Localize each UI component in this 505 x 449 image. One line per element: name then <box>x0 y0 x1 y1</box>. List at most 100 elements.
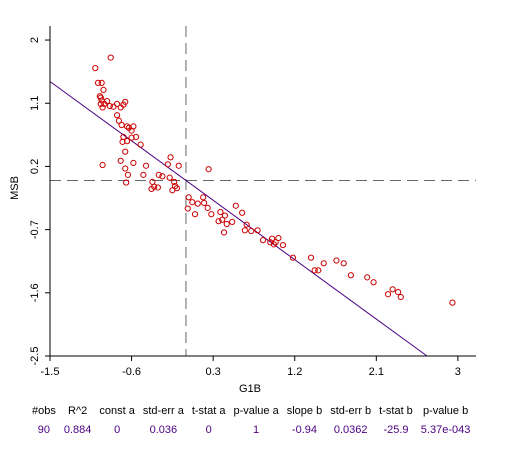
data-point <box>289 254 297 261</box>
data-point <box>97 94 104 101</box>
data-point <box>155 171 162 178</box>
data-point <box>384 291 392 298</box>
scatter-plot: -1.5 -0.6 0.3 1.2 2.1 3 -2.5 -1.6 -0.7 0.2 1.1 2 G1… <box>9 26 476 395</box>
data-point <box>397 293 404 301</box>
stats-value-cell: 0.884 <box>63 424 92 436</box>
data-point <box>239 209 246 216</box>
data-point <box>221 212 229 219</box>
data-point <box>200 199 208 207</box>
x-tick-label: 0.3 <box>206 366 221 378</box>
data-points <box>92 54 456 306</box>
data-point <box>279 241 287 249</box>
data-point <box>97 100 104 108</box>
stats-header-cell: t-stat b <box>379 405 413 417</box>
data-point <box>219 216 226 223</box>
stats-value-cell: 1 <box>253 424 260 436</box>
regression-line <box>49 81 428 357</box>
data-point <box>223 220 230 228</box>
x-axis-title: G1B <box>239 383 261 395</box>
data-point <box>169 187 176 194</box>
stats-header-cell: t-stat a <box>191 405 226 417</box>
data-point <box>220 229 228 236</box>
stats-value-cell: -25.9 <box>383 424 409 436</box>
data-point <box>268 235 276 242</box>
stats-value-cell: 0.036 <box>149 424 178 436</box>
data-point <box>104 98 111 105</box>
data-point <box>133 133 140 141</box>
data-point <box>137 141 144 148</box>
stats-header-cell: const a <box>99 405 135 417</box>
data-point <box>110 103 117 110</box>
y-tick-label: 2 <box>29 37 41 43</box>
data-point <box>320 260 327 267</box>
data-point <box>154 184 161 191</box>
stats-value-cell: 5.37e-043 <box>420 424 471 436</box>
data-point <box>106 102 113 110</box>
data-point <box>272 239 279 246</box>
data-point <box>241 227 248 234</box>
data-point <box>175 162 182 169</box>
y-tick-label: -1.6 <box>29 283 41 302</box>
stats-value-cell: 0 <box>205 424 212 436</box>
data-point <box>167 154 174 161</box>
x-tick-label: -0.6 <box>122 366 141 378</box>
stats-header-cell: #obs <box>32 405 56 417</box>
data-point <box>123 123 131 130</box>
stats-header-cell: slope b <box>286 405 323 417</box>
x-tick-label: 3 <box>455 366 461 378</box>
data-point <box>215 218 222 225</box>
data-point <box>122 98 129 105</box>
y-tick-label: -2.5 <box>29 347 41 366</box>
stats-header-cell: p-value b <box>422 405 469 417</box>
data-point <box>275 234 282 242</box>
data-point <box>208 211 215 218</box>
data-point <box>122 165 129 172</box>
data-point <box>204 204 211 211</box>
data-point <box>311 267 318 274</box>
stats-value-row: 90 0.884 0 0.036 0 1 -0.94 0.0362 -25.9 5.37e-043 <box>28 418 474 437</box>
data-point <box>124 171 132 178</box>
data-point <box>148 185 155 192</box>
mean-guides <box>50 26 476 356</box>
data-point <box>254 227 261 234</box>
data-point <box>364 274 371 281</box>
data-point <box>191 211 199 218</box>
stats-header-cell: std-err a <box>142 405 184 417</box>
data-point <box>117 157 124 164</box>
data-point <box>140 171 147 178</box>
data-point <box>159 173 166 180</box>
data-point <box>333 257 340 264</box>
y-tick-label: 1.1 <box>29 96 41 111</box>
data-point <box>99 161 106 169</box>
data-point <box>315 267 322 274</box>
data-point <box>389 286 396 293</box>
data-point <box>340 260 347 267</box>
stats-value-cell: 0.0362 <box>333 424 368 436</box>
data-point <box>370 279 377 286</box>
stats-header-cell: R^2 <box>68 405 88 417</box>
stats-value-cell: 0 <box>114 424 121 436</box>
data-point <box>307 254 315 261</box>
data-point <box>119 138 126 145</box>
data-point <box>171 178 178 185</box>
data-point <box>94 79 102 86</box>
data-point <box>232 202 239 209</box>
data-point <box>99 104 106 111</box>
data-point <box>107 54 114 61</box>
y-axis-title: MSB <box>9 176 21 200</box>
y-tick-label: 0.2 <box>29 159 41 174</box>
stats-header-row: #obs R^2 const a std-err a t-stat a p-value a… <box>28 404 474 418</box>
data-point <box>130 123 137 130</box>
data-point <box>113 112 121 119</box>
stats-value-cell: -0.94 <box>291 424 317 436</box>
data-point <box>243 221 250 228</box>
data-point <box>347 272 355 279</box>
data-point <box>248 227 255 235</box>
data-point <box>113 100 121 108</box>
data-point <box>394 289 402 296</box>
data-point <box>229 218 236 225</box>
data-point <box>123 179 130 186</box>
axes: -1.5 -0.6 0.3 1.2 2.1 3 -2.5 -1.6 -0.7 0.2 1.1 2 <box>29 26 476 378</box>
x-tick-label: 2.1 <box>369 366 384 378</box>
y-tick-label: -0.7 <box>29 220 41 239</box>
